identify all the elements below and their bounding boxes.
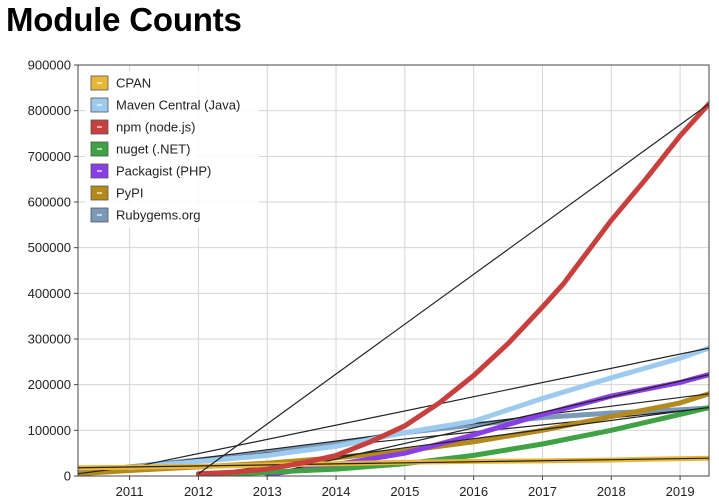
y-tick-label: 300000 (28, 332, 71, 347)
legend-label: Packagist (PHP) (116, 164, 211, 179)
x-tick-label: 2014 (322, 484, 351, 499)
y-tick-label: 400000 (28, 286, 71, 301)
legend-item: PyPI (90, 186, 143, 201)
x-tick-label: 2015 (390, 484, 419, 499)
legend-item: Packagist (PHP) (90, 164, 211, 179)
x-tick-label: 2013 (253, 484, 282, 499)
y-tick-label: 900000 (28, 58, 71, 73)
legend-label: CPAN (116, 76, 151, 91)
page-title: Module Counts (6, 1, 242, 38)
legend: CPAN Maven Central (Java) npm (node.js) nug… (85, 71, 259, 228)
legend-box (85, 71, 259, 228)
x-tick-label: 2018 (597, 484, 626, 499)
x-tick-label: 2017 (528, 484, 557, 499)
y-tick-label: 0 (64, 469, 71, 484)
y-tick-label: 800000 (28, 103, 71, 118)
series-line-maven-central-java (127, 345, 709, 471)
plot-frame (77, 64, 710, 477)
legend-item: Rubygems.org (90, 208, 201, 223)
legend-label: nuget (.NET) (116, 142, 190, 157)
y-tick-label: 700000 (28, 149, 71, 164)
legend-label: npm (node.js) (116, 120, 195, 135)
legend-label: Maven Central (Java) (116, 98, 240, 113)
series-trend-line (78, 457, 709, 469)
y-tick-label: 200000 (28, 377, 71, 392)
x-tick-label: 2012 (184, 484, 213, 499)
legend-item: Maven Central (Java) (90, 98, 240, 113)
series-trend-line (129, 347, 709, 469)
legend-label: PyPI (116, 186, 143, 201)
legend-item: npm (node.js) (90, 120, 195, 135)
y-tick-label: 600000 (28, 195, 71, 210)
legend-item: nuget (.NET) (90, 142, 190, 157)
y-axis: 0 100000 200000 300000 400000 500000 600000 700… (28, 58, 78, 484)
x-tick-label: 2019 (666, 484, 695, 499)
series-line-npm-node-js (195, 101, 709, 476)
series-trend-line (198, 103, 709, 475)
x-axis: 2011 2012 2013 2014 2015 2016 2017 2018 2019 (116, 476, 695, 499)
x-tick-label: 2011 (116, 484, 144, 499)
x-tick-label: 2016 (459, 484, 488, 499)
legend-item: CPAN (90, 76, 151, 91)
series-lines (78, 101, 709, 476)
series-trend-line (267, 374, 709, 476)
legend-label: Rubygems.org (116, 208, 201, 223)
y-tick-label: 100000 (28, 423, 71, 438)
series-line-nuget-net (195, 405, 709, 476)
y-tick-label: 500000 (28, 240, 71, 255)
